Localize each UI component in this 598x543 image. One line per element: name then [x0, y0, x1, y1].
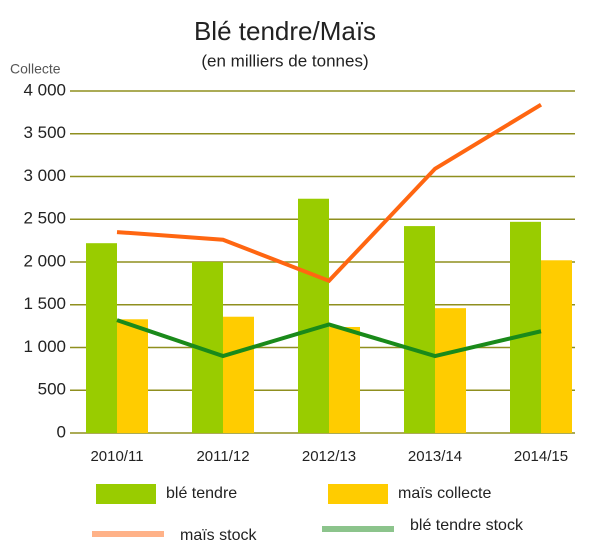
y-tick-label: 2 000 — [23, 251, 66, 270]
legend-swatch — [322, 526, 394, 532]
bar — [329, 326, 360, 433]
legend-swatch — [328, 484, 388, 504]
line — [116, 102, 543, 284]
bar — [298, 198, 329, 433]
y-tick-label: 1 000 — [23, 337, 66, 356]
legend-swatch — [92, 531, 164, 537]
legend-label: blé tendre — [166, 485, 237, 502]
y-tick-label: 2 500 — [23, 209, 66, 228]
y-tick-label: 3 500 — [23, 123, 66, 142]
legend-label: blé tendre stock — [410, 517, 524, 534]
x-tick-label: 2014/15 — [514, 448, 568, 465]
y-axis-label: Collecte — [10, 61, 61, 77]
legend-label: maïs stock — [180, 527, 257, 543]
x-tick-label: 2011/12 — [196, 448, 249, 465]
y-tick-label: 0 — [57, 422, 66, 441]
x-tick-label: 2012/13 — [302, 448, 356, 465]
bar — [435, 308, 466, 433]
bar — [541, 260, 572, 433]
bar — [510, 221, 541, 433]
bar — [117, 319, 148, 433]
y-tick-label: 3 000 — [23, 166, 66, 185]
y-tick-label: 500 — [38, 380, 66, 399]
x-tick-label: 2013/14 — [408, 448, 462, 465]
bar — [86, 243, 117, 433]
line — [116, 318, 542, 359]
bar — [223, 316, 254, 433]
legend-label: maïs collecte — [398, 485, 491, 502]
chart-title: Blé tendre/Maïs — [194, 16, 376, 46]
x-tick-label: 2010/11 — [90, 448, 143, 465]
y-tick-label: 4 000 — [23, 80, 66, 99]
bar — [404, 226, 435, 433]
chart-subtitle: (en milliers de tonnes) — [201, 51, 368, 70]
y-tick-label: 1 500 — [23, 294, 66, 313]
legend-swatch — [96, 484, 156, 504]
